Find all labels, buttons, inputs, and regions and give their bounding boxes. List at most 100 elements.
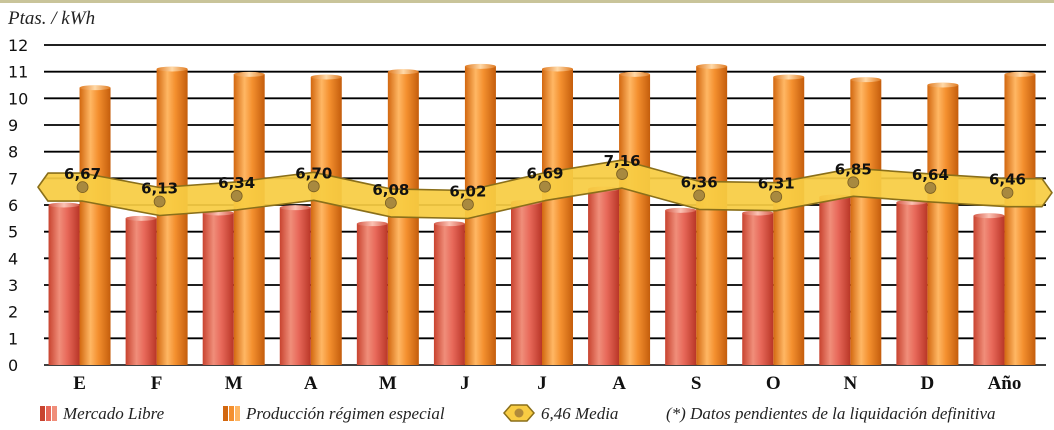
bar-cap-produccion-10 [850, 77, 882, 83]
bar-produccion-3 [310, 77, 342, 365]
bar-mercado-3 [279, 207, 311, 365]
x-tick-1: F [151, 373, 163, 394]
bar-produccion-12 [1004, 74, 1036, 365]
bar-produccion-2 [233, 74, 265, 365]
media-point-6 [539, 180, 551, 193]
bar-produccion-10 [850, 79, 882, 366]
bar-produccion-1 [156, 69, 188, 365]
media-label-4: 6,08 [372, 181, 409, 199]
x-tick-5: J [460, 373, 470, 394]
bar-mercado-7 [588, 189, 620, 365]
bar-cap-produccion-5 [464, 63, 496, 69]
x-tick-4: M [379, 373, 397, 394]
x-tick-8: S [691, 373, 702, 394]
media-label-9: 6,31 [758, 175, 795, 193]
y-tick-1: 1 [8, 329, 18, 348]
media-label-3: 6,70 [295, 164, 332, 182]
bar-cap-produccion-8 [696, 63, 728, 69]
bar-produccion-8 [696, 66, 728, 365]
bar-cap-mercado-3 [279, 205, 311, 211]
media-point-4 [384, 196, 397, 209]
x-tick-3: A [304, 373, 318, 394]
media-label-10: 6,85 [835, 160, 872, 178]
media-point-12 [1001, 186, 1014, 199]
media-point-9 [770, 190, 783, 203]
x-tick-11: D [921, 373, 935, 394]
bar-produccion-7 [619, 74, 651, 365]
bar-produccion-9 [773, 77, 805, 365]
bar-cap-produccion-1 [156, 66, 188, 72]
legend-swatch-mercado [40, 406, 45, 421]
x-tick-2: M [225, 373, 243, 394]
y-tick-5: 5 [8, 223, 18, 242]
bar-cap-mercado-0 [48, 202, 80, 208]
bar-mercado-12 [973, 215, 1005, 365]
bar-cap-produccion-7 [619, 71, 651, 77]
legend-item-produccion: Producción régimen especial [223, 404, 445, 423]
legend-label-mercado: Mercado Libre [62, 404, 165, 423]
media-label-1: 6,13 [141, 180, 178, 198]
x-tick-10: N [843, 373, 857, 394]
bar-cap-mercado-1 [125, 215, 157, 221]
y-tick-8: 8 [8, 143, 18, 162]
bar-mercado-8 [665, 210, 697, 365]
media-label-8: 6,36 [681, 173, 718, 191]
media-point-5 [462, 198, 474, 211]
media-data-labels: 6,67 6,13 6,34 6,70 6,08 6,02 6,69 7,16 6,36 6,31… [64, 152, 1026, 200]
x-tick-12: Año [988, 373, 1022, 394]
bar-cap-produccion-6 [542, 66, 573, 72]
top-rule [0, 0, 1054, 3]
media-label-11: 6,64 [912, 166, 949, 184]
bar-cap-mercado-9 [742, 210, 774, 216]
x-tick-0: E [73, 373, 86, 394]
bar-mercado-2 [202, 213, 234, 365]
media-point-3 [307, 180, 320, 193]
legend-swatch-produccion-2 [229, 406, 234, 421]
y-axis-label: Ptas. / kWh [7, 8, 95, 29]
y-tick-6: 6 [8, 196, 18, 215]
media-label-0: 6,67 [64, 165, 101, 183]
y-tick-12: 12 [8, 36, 28, 55]
media-label-2: 6,34 [218, 174, 255, 192]
bar-cap-produccion-12 [1004, 71, 1036, 77]
legend-label-produccion: Producción régimen especial [245, 404, 445, 423]
media-point-11 [924, 182, 937, 194]
bar-mercado-5 [433, 223, 465, 365]
legend: Mercado Libre Producción régimen especia… [40, 404, 996, 423]
media-point-7 [616, 168, 628, 180]
bar-mercado-4 [356, 223, 388, 365]
y-tick-4: 4 [8, 249, 18, 268]
legend-swatch-produccion [223, 406, 228, 421]
y-tick-10: 10 [8, 89, 28, 108]
bar-mercado-11 [896, 202, 928, 365]
bar-cap-mercado-5 [433, 221, 465, 227]
bar-cap-produccion-9 [773, 74, 805, 80]
media-point-2 [230, 190, 243, 202]
bar-cap-mercado-4 [356, 221, 388, 227]
y-tick-9: 9 [8, 116, 18, 135]
bar-produccion-6 [542, 69, 573, 365]
legend-item-mercado: Mercado Libre [40, 404, 165, 423]
bar-cap-produccion-4 [387, 69, 419, 75]
bar-mercado-1 [125, 218, 157, 365]
x-tick-7: A [612, 373, 626, 394]
legend-swatch-mercado-3 [52, 406, 57, 421]
bar-produccion-4 [387, 71, 419, 366]
y-tick-0: 0 [8, 356, 18, 375]
bars [48, 63, 1036, 366]
legend-swatch-media-dot [514, 408, 524, 418]
bar-mercado-6 [511, 202, 542, 365]
bar-cap-produccion-2 [233, 71, 265, 77]
media-point-0 [76, 181, 89, 194]
legend-swatch-mercado-2 [46, 406, 51, 421]
bar-mercado-9 [742, 213, 774, 365]
x-tick-9: O [766, 373, 781, 394]
bar-cap-produccion-0 [79, 85, 111, 91]
media-point-8 [693, 189, 706, 202]
media-label-7: 7,16 [604, 152, 641, 170]
bar-cap-mercado-8 [665, 207, 697, 213]
y-tick-3: 3 [8, 276, 18, 295]
